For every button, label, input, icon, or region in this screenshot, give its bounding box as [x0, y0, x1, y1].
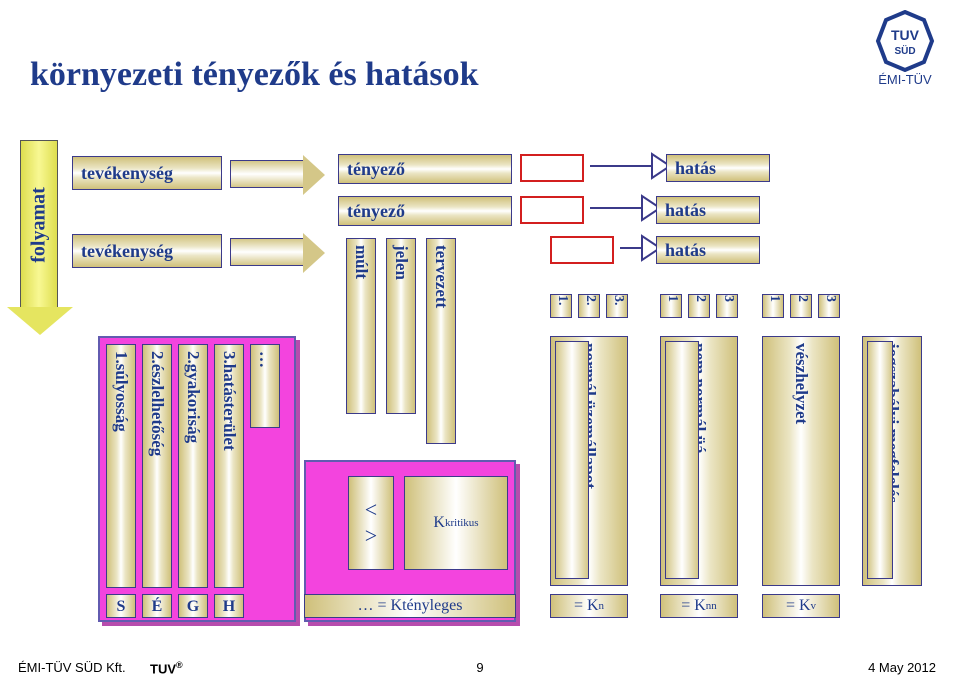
nn-3: 3	[716, 294, 738, 318]
normal-block: normál üzemállapot	[550, 336, 628, 586]
letter-g: G	[178, 594, 208, 618]
compare-box: <>	[348, 476, 394, 570]
tenyezo-2: tényező	[338, 196, 512, 226]
letter-e: É	[142, 594, 172, 618]
activity-2: tevékenység	[72, 234, 222, 268]
hatas-3: hatás	[656, 236, 760, 264]
svg-text:TUV: TUV	[891, 27, 920, 43]
veszhelyzet-block: vészhelyzet	[762, 336, 840, 586]
v-1: 1	[762, 294, 784, 318]
logo-label: ÉMI-TÜV	[874, 72, 936, 87]
slide-title: környezeti tényezők és hatások	[30, 56, 479, 94]
time-mult: múlt	[346, 238, 376, 414]
folyamat-arrow: folyamat	[20, 140, 58, 310]
v-2: 2	[790, 294, 812, 318]
footer-brand: TUV®	[150, 660, 183, 676]
midnum-2: 2.	[578, 294, 600, 318]
redbox-2	[520, 196, 584, 224]
kn-box: = Kn	[550, 594, 628, 618]
svg-text:SÜD: SÜD	[894, 44, 915, 57]
activity-arrow-1	[230, 160, 304, 188]
hatas-1: hatás	[666, 154, 770, 182]
kkritikus: Kkritikus	[404, 476, 508, 570]
letter-s: S	[106, 594, 136, 618]
mag-3: 2.gyakoriság	[178, 344, 208, 588]
nn-1: 1	[660, 294, 682, 318]
arrow-hatas-1	[588, 146, 672, 186]
knn-box: = Knn	[660, 594, 738, 618]
mag-dots: …	[250, 344, 280, 428]
letter-h: H	[214, 594, 244, 618]
ktenyleges: … = Ktényleges	[304, 594, 516, 618]
jog-block: jogszabályi megfelelés	[862, 336, 922, 586]
mag-2: 2.észlelhetőség	[142, 344, 172, 588]
hatas-2: hatás	[656, 196, 760, 224]
time-tervezett: tervezett	[426, 238, 456, 444]
v-3: 3	[818, 294, 840, 318]
redbox-3	[550, 236, 614, 264]
redbox-1	[520, 154, 584, 182]
mag-4: 3.hatásterület	[214, 344, 244, 588]
nemnormal-block: nem normál üá.	[660, 336, 738, 586]
kv-box: = Kv	[762, 594, 840, 618]
mag-1: 1.súlyosság	[106, 344, 136, 588]
nn-2: 2	[688, 294, 710, 318]
tuv-logo: TUV SÜD ÉMI-TÜV	[874, 10, 936, 87]
midnum-3: 3.	[606, 294, 628, 318]
activity-arrow-2	[230, 238, 304, 266]
arrow-hatas-2	[588, 188, 662, 228]
midnum-1: 1.	[550, 294, 572, 318]
time-jelen: jelen	[386, 238, 416, 414]
activity-1: tevékenység	[72, 156, 222, 190]
tenyezo-1: tényező	[338, 154, 512, 184]
